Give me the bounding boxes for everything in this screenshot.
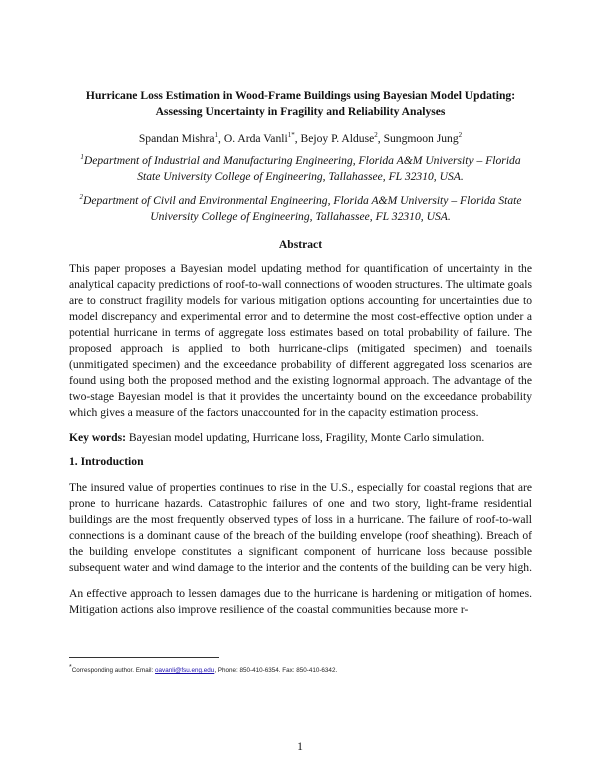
title-line: Hurricane Loss Estimation in Wood-Frame … — [85, 89, 516, 102]
footnote-mark: * — [69, 663, 72, 671]
author: Bejoy P. Alduse — [300, 132, 375, 145]
affil-sup: 1 — [80, 153, 84, 162]
affiliation-2: 2Department of Civil and Environmental E… — [69, 193, 532, 225]
author-sup: 2 — [458, 131, 463, 140]
author: Spandan Mishra — [138, 132, 215, 145]
keywords: Key words: Bayesian model updating, Hurr… — [69, 430, 532, 446]
title-line: Assessing Uncertainty in Fragility and R… — [155, 105, 446, 118]
affil-text: Department of Industrial and Manufacturi… — [83, 154, 521, 183]
affil-text: Department of Civil and Environmental En… — [82, 194, 522, 223]
author: Sungmoon Jung — [383, 132, 459, 145]
author: O. Arda Vanli — [223, 132, 288, 145]
section-heading: 1. Introduction — [69, 455, 144, 468]
email-link[interactable]: oavanli@fsu.eng.edu — [155, 667, 215, 674]
paper-title: Hurricane Loss Estimation in Wood-Frame … — [69, 88, 532, 120]
keywords-label: Key words: — [69, 431, 126, 444]
author-list: Spandan Mishra1, O. Arda Vanli1*, Bejoy … — [69, 131, 532, 147]
abstract-heading: Abstract — [278, 238, 323, 251]
affiliation-1: 1Department of Industrial and Manufactur… — [69, 153, 532, 185]
intro-paragraph: An effective approach to lessen damages … — [69, 587, 532, 616]
sep: , — [294, 132, 301, 145]
footnote-suffix: , Phone: 850-410-6354. Fax: 850-410-6342… — [214, 667, 338, 674]
footnote-rule — [69, 657, 219, 658]
footnote-prefix: Corresponding author. Email: — [71, 667, 156, 674]
sep: , — [218, 132, 224, 145]
sep: , — [377, 132, 384, 145]
footnote: *Corresponding author. Email: oavanli@fs… — [69, 663, 338, 674]
affil-sup: 2 — [79, 193, 83, 202]
author-sup: 1* — [287, 131, 295, 140]
abstract-text: This paper proposes a Bayesian model upd… — [69, 262, 532, 419]
paper-page: Hurricane Loss Estimation in Wood-Frame … — [69, 88, 532, 618]
page-number: 1 — [297, 740, 303, 753]
keywords-text: Bayesian model updating, Hurricane loss,… — [126, 431, 485, 444]
author-sup: 2 — [374, 131, 378, 140]
intro-paragraph: The insured value of properties continue… — [69, 481, 532, 574]
author-sup: 1 — [214, 131, 219, 140]
